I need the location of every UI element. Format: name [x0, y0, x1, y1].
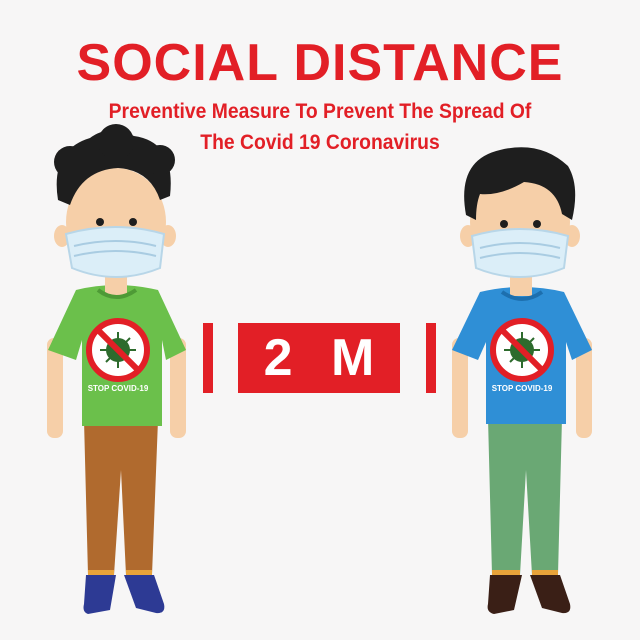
stop-covid-icon — [86, 318, 150, 382]
shoe-right-2 — [530, 575, 571, 614]
distance-label: 2 M — [263, 329, 387, 387]
shoe-left-2 — [124, 575, 165, 614]
pants-right — [488, 418, 562, 575]
stop-covid-icon — [490, 318, 554, 382]
distance-bar-right — [426, 323, 436, 393]
distance-bar-left — [203, 323, 213, 393]
stop-covid-label-left: STOP COVID-19 — [87, 384, 149, 393]
hair-left — [56, 130, 171, 205]
stop-covid-label-right: STOP COVID-19 — [491, 384, 553, 393]
shoe-left-1 — [83, 575, 116, 614]
distance-sign: 2 M — [238, 323, 400, 393]
subtitle-line-1: Preventive Measure To Prevent The Spread… — [108, 100, 532, 123]
mask-left — [64, 226, 166, 278]
poster-title: SOCIAL DISTANCE — [76, 34, 564, 92]
hair-right — [464, 147, 576, 220]
shoe-right-1 — [487, 575, 522, 614]
poster-subtitle: Preventive Measure To Prevent The Spread… — [26, 96, 615, 158]
pants-left — [84, 420, 158, 575]
subtitle-line-2: The Covid 19 Coronavirus — [200, 131, 440, 154]
